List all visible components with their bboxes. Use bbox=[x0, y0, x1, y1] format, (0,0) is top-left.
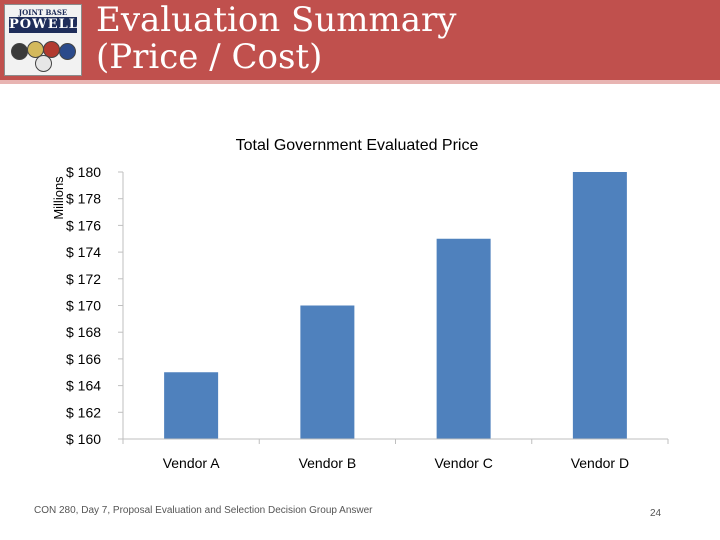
slide-title-line1: Evaluation Summary bbox=[96, 0, 457, 40]
joint-base-logo: JOINT BASE POWELL bbox=[4, 4, 82, 76]
y-tick-label: $ 174 bbox=[66, 244, 101, 260]
y-tick-label: $ 164 bbox=[66, 378, 101, 394]
bar-vendor-c bbox=[436, 238, 491, 439]
y-tick-label: $ 178 bbox=[66, 191, 101, 207]
x-tick-label: Vendor A bbox=[163, 455, 220, 471]
x-axis-labels: Vendor A Vendor B Vendor C Vendor D bbox=[163, 455, 629, 471]
footer-text: CON 280, Day 7, Proposal Evaluation and … bbox=[34, 505, 373, 516]
bar-vendor-a bbox=[164, 372, 219, 439]
logo-word: POWELL bbox=[9, 17, 79, 33]
coast-guard-seal-icon bbox=[35, 55, 52, 72]
y-axis-ticks: $ 160 $ 162 $ 164 $ 166 $ 168 $ 170 $ 172 $ 174… bbox=[66, 164, 101, 447]
y-tick-label: $ 172 bbox=[66, 271, 101, 287]
bars bbox=[164, 172, 627, 439]
logo-seals bbox=[9, 41, 77, 72]
chart-title: Total Government Evaluated Price bbox=[236, 137, 479, 154]
slide-title-line2: (Price / Cost) bbox=[96, 37, 323, 77]
slide-header: JOINT BASE POWELL Evaluation Summary (Pr… bbox=[0, 0, 720, 80]
slide-title: Evaluation Summary (Price / Cost) bbox=[96, 2, 456, 76]
axes bbox=[118, 171, 669, 444]
y-tick-label: $ 166 bbox=[66, 351, 101, 367]
y-tick-label: $ 170 bbox=[66, 298, 101, 314]
header-rule bbox=[0, 80, 720, 84]
logo-top-text: JOINT BASE bbox=[18, 8, 68, 17]
air-force-seal-icon bbox=[59, 43, 76, 60]
page-number: 24 bbox=[650, 508, 662, 519]
y-tick-label: $ 168 bbox=[66, 324, 101, 340]
y-tick-label: $ 176 bbox=[66, 217, 101, 233]
y-tick-label: $ 162 bbox=[66, 404, 101, 420]
y-axis-label: Millions bbox=[51, 176, 66, 220]
bar-vendor-b bbox=[300, 305, 355, 439]
y-tick-label: $ 160 bbox=[66, 431, 101, 447]
bar-vendor-d bbox=[572, 172, 627, 439]
y-tick-label: $ 180 bbox=[66, 164, 101, 180]
x-tick-label: Vendor B bbox=[299, 455, 357, 471]
x-tick-label: Vendor C bbox=[434, 455, 492, 471]
x-tick-label: Vendor D bbox=[571, 455, 629, 471]
